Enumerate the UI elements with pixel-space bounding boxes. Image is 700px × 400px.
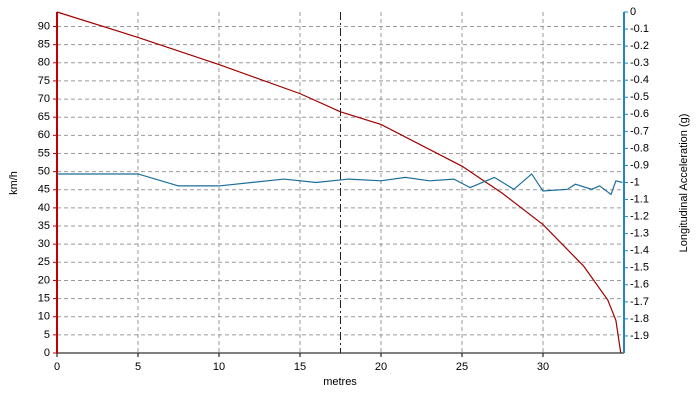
- y2-tick-label: -0.6: [630, 108, 649, 120]
- y2-tick-label: -0.5: [630, 91, 649, 103]
- y2-tick-label: -0.3: [630, 57, 649, 69]
- y2-axis-label: Longitudinal Acceleration (g): [678, 114, 690, 253]
- y2-tick-label: -0.7: [630, 125, 649, 137]
- y2-tick-label: -1: [630, 176, 640, 188]
- y2-tick-label: -1.8: [630, 313, 649, 325]
- y-tick-label: 80: [38, 57, 50, 69]
- x-tick-label: 30: [537, 361, 549, 373]
- y2-tick-label: -0.1: [630, 23, 649, 35]
- x-axis-label: metres: [323, 376, 357, 388]
- y-tick-label: 20: [38, 274, 50, 286]
- y2-tick-label: -1.6: [630, 279, 649, 291]
- y-tick-label: 55: [38, 147, 50, 159]
- y-tick-label: 0: [44, 347, 50, 359]
- y-tick-label: 35: [38, 220, 50, 232]
- y-tick-label: 45: [38, 184, 50, 196]
- y2-tick-label: -1.5: [630, 262, 649, 274]
- data-line: [57, 173, 623, 196]
- y2-tick-label: -0.8: [630, 142, 649, 154]
- y-tick-label: 60: [38, 129, 50, 141]
- y2-tick-label: -0.4: [630, 74, 649, 86]
- y-axis-label: km/h: [8, 171, 20, 195]
- y-tick-label: 85: [38, 39, 50, 51]
- x-tick-label: 5: [135, 361, 141, 373]
- y2-tick-label: -1.9: [630, 330, 649, 342]
- y-tick-label: 90: [38, 20, 50, 32]
- y2-tick-label: -1.2: [630, 211, 649, 223]
- y2-tick-label: -1.4: [630, 245, 649, 257]
- x-tick-label: 20: [375, 361, 387, 373]
- y2-tick-label: 0: [630, 6, 636, 18]
- y-tick-label: 70: [38, 93, 50, 105]
- x-tick-label: 25: [456, 361, 468, 373]
- y2-tick-label: -0.2: [630, 40, 649, 52]
- x-tick-label: 0: [54, 361, 60, 373]
- y-tick-label: 30: [38, 238, 50, 250]
- y-tick-label: 15: [38, 292, 50, 304]
- y-tick-label: 5: [44, 329, 50, 341]
- y-tick-label: 65: [38, 111, 50, 123]
- x-tick-label: 15: [294, 361, 306, 373]
- y-tick-label: 75: [38, 75, 50, 87]
- y2-tick-label: -0.9: [630, 159, 649, 171]
- y2-tick-label: -1.7: [630, 296, 649, 308]
- y-tick-label: 40: [38, 202, 50, 214]
- y2-tick-label: -1.3: [630, 228, 649, 240]
- y2-tick-label: -1.1: [630, 193, 649, 205]
- y-tick-label: 25: [38, 256, 50, 268]
- y-tick-label: 50: [38, 166, 50, 178]
- data-line: [56, 11, 622, 354]
- x-tick-label: 10: [213, 361, 225, 373]
- y-tick-label: 10: [38, 311, 50, 323]
